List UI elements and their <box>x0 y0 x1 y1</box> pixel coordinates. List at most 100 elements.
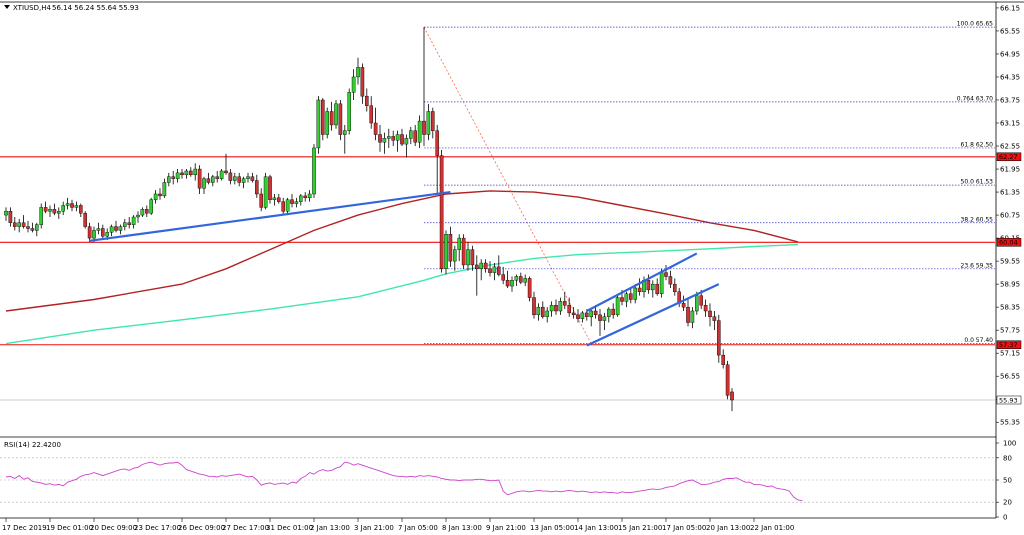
candle-bearish <box>637 287 642 293</box>
candle-bearish <box>532 297 536 316</box>
time-tick-label: 9 Jan 21:00 <box>486 524 526 532</box>
candle-bullish <box>580 312 585 319</box>
time-tick-label: 27 Dec 17:00 <box>222 524 269 532</box>
candle-bearish <box>21 222 26 227</box>
candle-bearish <box>431 111 435 131</box>
candle-bearish <box>527 278 532 298</box>
candle-bearish <box>686 306 690 323</box>
candle-bearish <box>8 211 13 223</box>
candle-bearish <box>593 310 598 316</box>
trendline[interactable] <box>586 283 720 347</box>
candle-bearish <box>620 297 624 302</box>
candle-bearish <box>365 95 369 106</box>
rsi-tick-label: 50 <box>1003 477 1012 485</box>
candle-bearish <box>585 312 589 317</box>
candle-bullish <box>523 278 527 283</box>
time-tick-label: 15 Jan 21:00 <box>618 524 662 532</box>
candle-bearish <box>83 212 87 227</box>
candle-bearish <box>197 168 202 189</box>
fibonacci-retracement[interactable]: 100.0 65.65 0.764 63.70 61.8 62.50 50.0 61.… <box>423 21 995 345</box>
header-dropdown-icon[interactable] <box>4 5 10 9</box>
candle-bullish <box>589 310 593 317</box>
moving-average-line-0 <box>5 190 799 312</box>
candle-bearish <box>470 249 475 266</box>
candle-bearish <box>703 305 708 312</box>
price-badge <box>996 238 1022 247</box>
candle-bearish <box>563 301 567 306</box>
candle-bearish <box>78 205 83 214</box>
fibonacci-level-label: 50.0 61.53 <box>961 179 994 186</box>
candle-bearish <box>448 234 453 262</box>
candle-bullish <box>246 176 250 179</box>
rsi-tick-label: 100 <box>1003 440 1016 448</box>
candle-bullish <box>690 310 695 323</box>
candle-bearish <box>571 312 576 316</box>
candle-bearish <box>668 276 673 285</box>
candle-bearish <box>439 155 444 269</box>
candle-bullish <box>356 67 360 78</box>
candle-bullish <box>607 308 611 317</box>
candle-bearish <box>188 170 193 176</box>
candle-bullish <box>382 138 387 143</box>
candle-bullish <box>263 176 268 208</box>
price-tick-label: 58.35 <box>1000 304 1020 312</box>
price-badge <box>996 340 1022 350</box>
price-tick-label: 58.95 <box>1000 281 1020 289</box>
fibonacci-level-label: 61.8 62.50 <box>961 141 994 148</box>
candle-bearish <box>127 222 131 225</box>
trendline[interactable] <box>89 190 451 242</box>
price-tick-label: 61.35 <box>1000 189 1020 197</box>
time-tick-label: 19 Dec 01:00 <box>46 524 93 532</box>
time-tick-label: 31 Dec 01:00 <box>266 524 313 532</box>
candle-bullish <box>131 216 136 225</box>
ohlc-label: 56.14 56.24 55.64 55.93 <box>52 4 139 12</box>
candle-bearish <box>250 176 255 181</box>
price-tick-label: 57.75 <box>1000 327 1020 335</box>
price-tick-label: 64.95 <box>1000 50 1020 58</box>
time-tick-label: 23 Dec 17:00 <box>134 524 181 532</box>
candle-bullish <box>659 272 664 294</box>
candle-bearish <box>281 201 286 212</box>
candle-bullish <box>202 178 206 189</box>
candle-bearish <box>290 199 294 204</box>
candle-bullish <box>162 182 167 197</box>
price-tick-label: 56.55 <box>1000 373 1020 381</box>
candle-bearish <box>144 209 149 214</box>
candle-bullish <box>404 138 409 145</box>
trendlines[interactable] <box>89 190 720 347</box>
candle-bullish <box>153 193 158 200</box>
candle-bearish <box>100 228 105 237</box>
candle-bullish <box>457 237 462 250</box>
candle-bearish <box>237 176 242 183</box>
candle-bearish <box>52 209 57 214</box>
candle-bullish <box>312 147 316 195</box>
candle-bearish <box>554 305 558 312</box>
fibonacci-level-label: 0.0 57.40 <box>964 337 993 344</box>
candle-bearish <box>501 274 506 281</box>
price-tick-label: 55.35 <box>1000 419 1020 427</box>
candle-bullish <box>17 222 22 227</box>
trendline[interactable] <box>586 252 698 312</box>
candle-bullish <box>272 197 277 200</box>
candle-bearish <box>378 134 382 143</box>
fibonacci-level-label: 0.764 63.70 <box>957 95 993 102</box>
candle-bullish <box>316 99 321 149</box>
candle-bearish <box>228 172 233 181</box>
price-tick-label: 64.35 <box>1000 73 1020 81</box>
candle-bearish <box>12 222 17 227</box>
time-tick-label: 14 Jan 13:00 <box>574 524 618 532</box>
candle-bearish <box>30 228 35 231</box>
candle-bearish <box>475 264 479 269</box>
candle-bullish <box>184 170 189 176</box>
candle-bullish <box>387 136 391 139</box>
candle-bearish <box>413 130 418 143</box>
candle-bearish <box>391 136 396 141</box>
candle-bearish <box>598 314 602 321</box>
candle-bearish <box>321 99 325 135</box>
time-tick-label: 13 Jan 05:00 <box>530 524 574 532</box>
rsi-line <box>5 461 803 502</box>
candle-bullish <box>558 301 563 312</box>
candle-bullish <box>453 249 457 262</box>
